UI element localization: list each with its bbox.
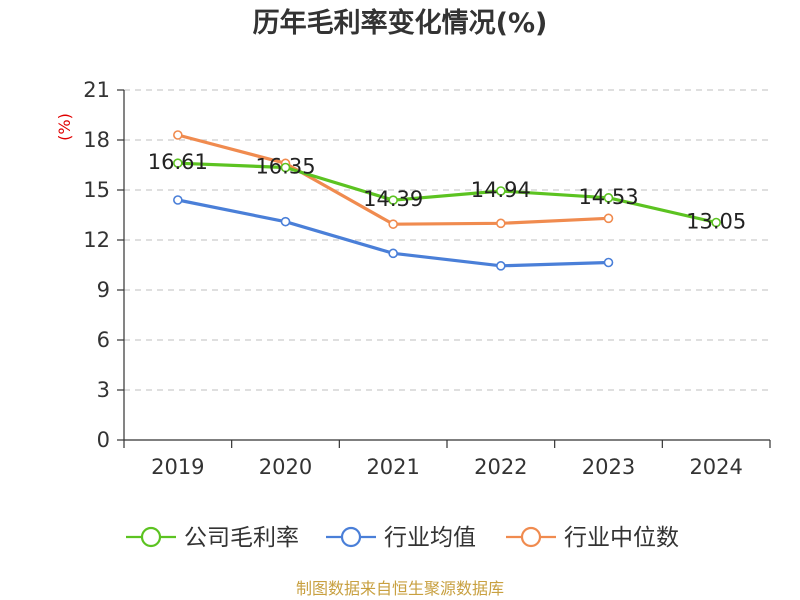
x-tick-label: 2020 <box>259 455 312 479</box>
legend-marker <box>520 526 542 548</box>
y-tick-label: 3 <box>97 378 110 402</box>
data-point <box>388 248 398 259</box>
data-label: 16.35 <box>255 155 315 179</box>
data-label: 14.39 <box>363 187 423 211</box>
legend-label: 公司毛利率 <box>184 525 299 551</box>
series-layer <box>173 130 721 271</box>
gridlines <box>124 89 770 391</box>
x-tick-label: 2022 <box>474 455 527 479</box>
legend-label: 行业中位数 <box>564 525 679 551</box>
data-point <box>388 195 398 205</box>
data-point <box>280 216 291 227</box>
data-point <box>388 219 398 229</box>
data-point <box>496 261 506 271</box>
x-tick-label: 2021 <box>366 455 419 479</box>
data-point <box>280 162 291 173</box>
y-tick-label: 12 <box>83 228 110 252</box>
data-label: 14.53 <box>578 185 638 209</box>
y-tick-label: 15 <box>83 178 110 202</box>
data-point <box>496 186 506 196</box>
data-label: 13.05 <box>686 210 746 234</box>
chart-title: 历年毛利率变化情况(%) <box>253 7 548 39</box>
x-tick-label: 2019 <box>151 455 204 479</box>
source-note: 制图数据来自恒生聚源数据库 <box>296 579 504 598</box>
legend-label: 行业均值 <box>384 525 476 551</box>
data-labels: 16.61 16.35 14.39 14.94 14.53 13.05 <box>148 150 746 233</box>
data-label: 14.94 <box>471 178 531 202</box>
x-tick-label: 2023 <box>582 455 635 479</box>
y-axis-label: (%) <box>55 113 74 141</box>
y-tick-label: 6 <box>97 328 110 352</box>
data-point <box>711 217 721 228</box>
y-tick-label: 0 <box>97 428 110 452</box>
series-line <box>176 161 718 225</box>
x-tick-label: 2024 <box>689 455 742 479</box>
data-point <box>173 158 183 168</box>
data-point <box>173 130 183 140</box>
legend-marker <box>140 526 162 548</box>
data-point <box>496 218 506 229</box>
data-point <box>603 193 614 203</box>
data-point <box>603 257 614 268</box>
axes: 0 3 6 9 12 15 18 21 2019 2020 2021 2022 2023 2024 <box>83 78 771 479</box>
data-point <box>603 213 614 224</box>
y-tick-label: 9 <box>97 278 110 302</box>
y-tick-label: 18 <box>83 128 110 152</box>
data-point <box>173 195 183 205</box>
data-label: 16.61 <box>148 150 208 174</box>
legend: 公司毛利率 行业均值 行业中位数 <box>126 525 679 551</box>
legend-marker <box>340 526 362 548</box>
y-tick-label: 21 <box>83 78 110 102</box>
